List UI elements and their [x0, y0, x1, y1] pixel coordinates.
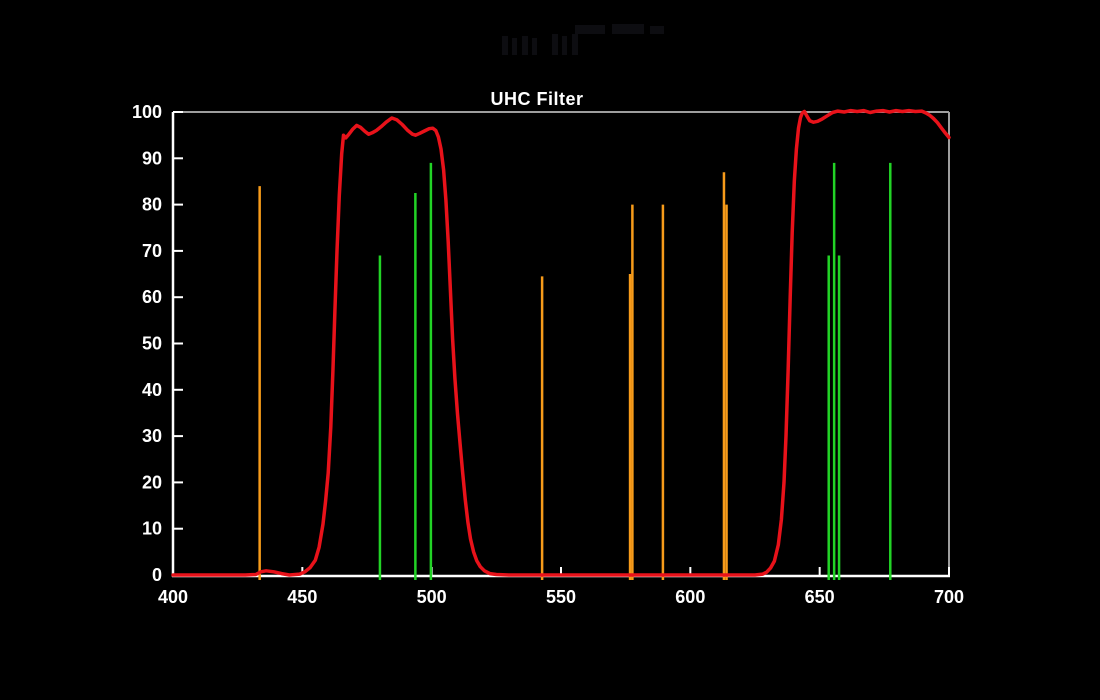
watermark-smudge [572, 34, 578, 55]
y-tick-label: 30 [142, 426, 162, 446]
y-tick-label: 70 [142, 241, 162, 261]
y-tick-label: 80 [142, 195, 162, 215]
y-tick-label: 50 [142, 334, 162, 354]
watermark-smudge [575, 25, 605, 34]
y-tick-label: 90 [142, 148, 162, 168]
watermark-smudge [522, 36, 528, 55]
watermark-smudge [502, 36, 508, 55]
y-tick-label: 0 [152, 565, 162, 585]
chart-title: UHC Filter [490, 89, 584, 109]
y-tick-label: 100 [132, 102, 162, 122]
watermark-smudge [552, 34, 558, 55]
x-tick-label: 550 [546, 587, 576, 607]
y-tick-label: 20 [142, 472, 162, 492]
y-tick-label: 10 [142, 519, 162, 539]
x-tick-label: 450 [287, 587, 317, 607]
x-tick-label: 600 [675, 587, 705, 607]
x-tick-label: 500 [417, 587, 447, 607]
watermark-smudge [512, 38, 517, 55]
x-tick-label: 650 [805, 587, 835, 607]
filter-transmission-curve [171, 108, 951, 577]
watermark-smudge [612, 24, 644, 34]
x-tick-label: 400 [158, 587, 188, 607]
watermark-smudge [532, 38, 537, 55]
watermark-smudge [650, 26, 664, 34]
y-tick-label: 40 [142, 380, 162, 400]
watermark-smudge [562, 36, 567, 55]
x-tick-label: 700 [934, 587, 964, 607]
y-tick-label: 60 [142, 287, 162, 307]
